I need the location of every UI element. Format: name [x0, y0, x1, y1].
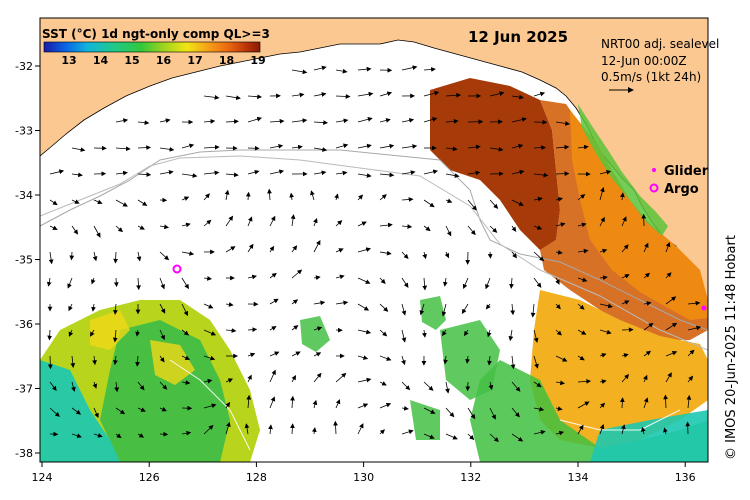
glider-legend-icon [652, 168, 656, 172]
current-arrow [490, 252, 491, 258]
colorbar-tick-label: 15 [124, 54, 139, 67]
y-axis-tick-label: -34 [15, 189, 33, 202]
colorbar-tick-label: 14 [93, 54, 109, 67]
current-arrow [72, 252, 73, 260]
x-axis-tick-label: 124 [32, 471, 53, 484]
glider-legend-label: Glider [664, 164, 709, 179]
colorbar-label: SST (°C) 1d ngt-only comp QL>=3 [42, 27, 270, 41]
argo-legend-label: Argo [664, 182, 699, 197]
glider-marker[interactable] [702, 306, 707, 311]
credit-text: © IMOS 20-Jun-2025 11:48 Hobart [724, 235, 739, 460]
y-axis: -32 -33 -34 -35 -36 -37 -38 [15, 60, 40, 460]
y-axis-tick-label: -32 [15, 60, 33, 73]
colorbar-tick-label: 18 [219, 54, 234, 67]
plot-area [40, 18, 708, 462]
x-axis-tick-label: 136 [675, 471, 696, 484]
y-axis-tick-label: -35 [15, 254, 33, 267]
current-arrow [556, 174, 569, 175]
info-line-scale: 0.5m/s (1kt 24h) [601, 70, 701, 84]
info-line-time: 12-Jun 00:00Z [601, 54, 687, 68]
x-axis: 124 126 128 130 132 134 136 [32, 462, 696, 484]
colorbar-tick-label: 17 [187, 54, 202, 67]
colorbar-tick-label: 19 [250, 54, 265, 67]
x-axis-tick-label: 132 [460, 471, 481, 484]
y-axis-tick-label: -33 [15, 125, 33, 138]
info-line-product: NRT00 adj. sealevel [601, 37, 719, 51]
x-axis-tick-label: 130 [353, 471, 374, 484]
x-axis-tick-label: 134 [568, 471, 589, 484]
colorbar-tick-label: 13 [61, 54, 76, 67]
current-arrow [160, 434, 167, 435]
x-axis-tick-label: 128 [246, 471, 267, 484]
y-axis-tick-label: -38 [15, 447, 33, 460]
current-arrow [50, 356, 51, 369]
x-axis-tick-label: 126 [139, 471, 160, 484]
colorbar-tick-label: 16 [156, 54, 172, 67]
colorbar [44, 42, 260, 52]
y-axis-tick-label: -37 [15, 383, 33, 396]
map-date: 12 Jun 2025 [468, 28, 568, 46]
y-axis-tick-label: -36 [15, 318, 33, 331]
